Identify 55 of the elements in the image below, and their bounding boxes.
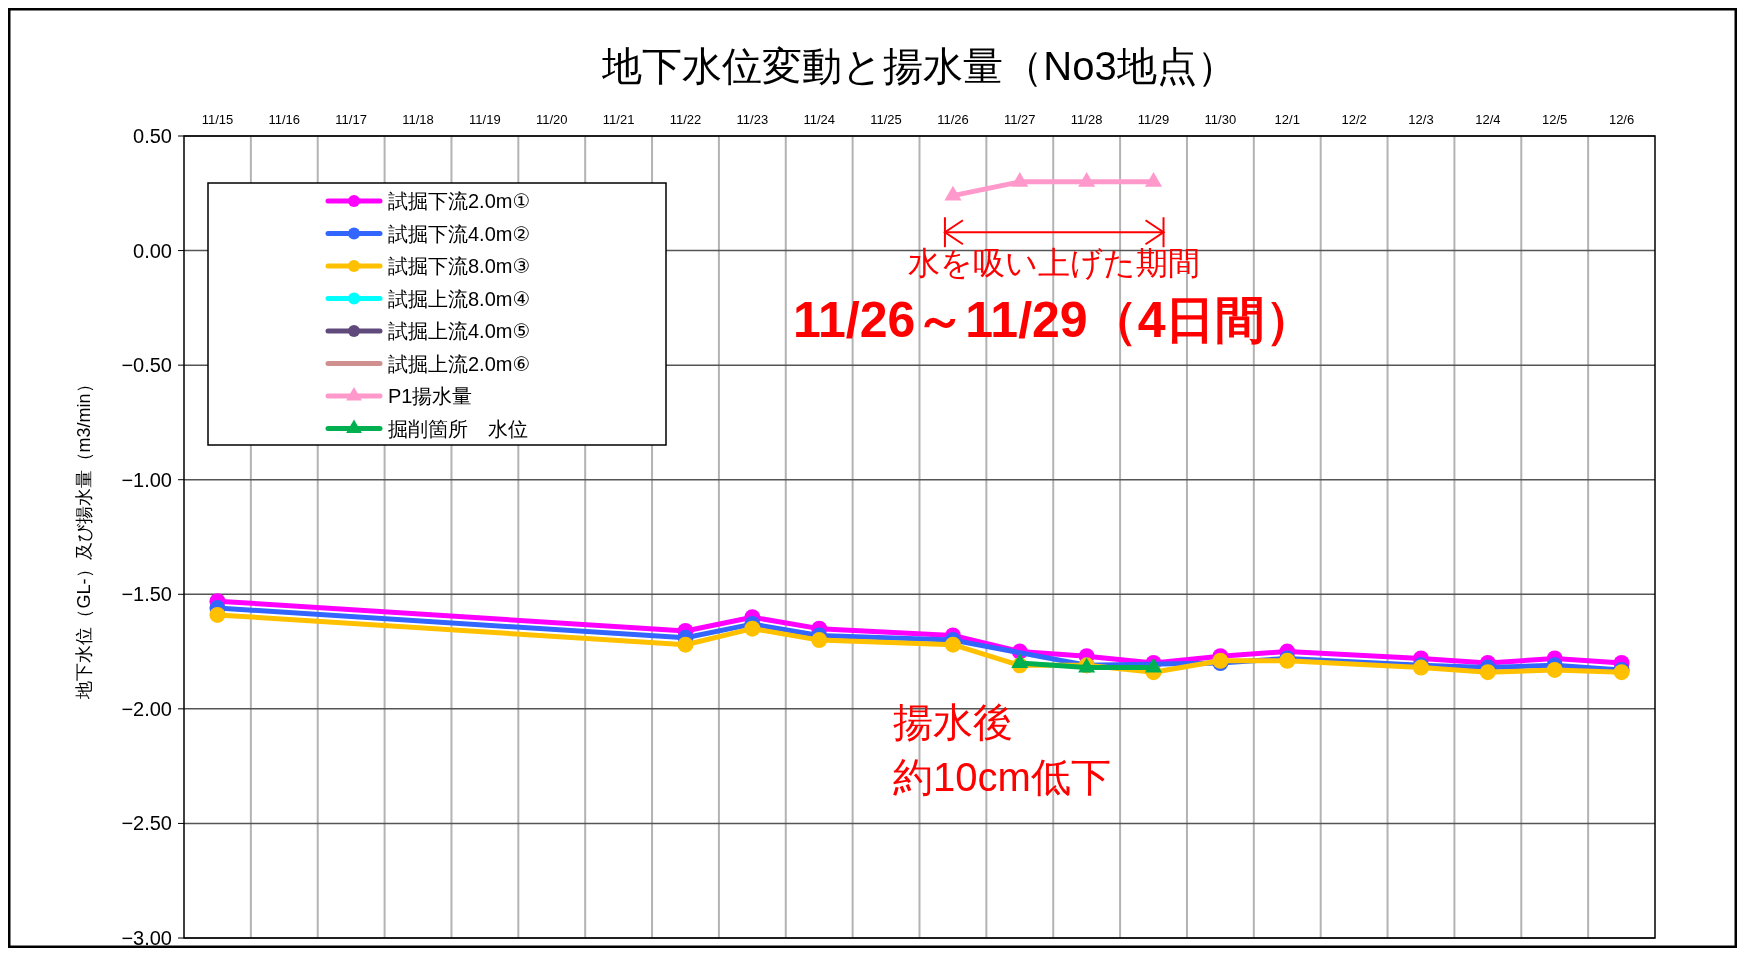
point: [1011, 171, 1029, 187]
y-axis-title: 地下水位（GL-）及び揚水量（m3/min）: [74, 375, 94, 700]
point: [1078, 171, 1096, 187]
point: [1144, 171, 1163, 187]
legend-label: 掘削箇所 水位: [388, 417, 528, 440]
x-tick-label: 11/27: [1004, 112, 1036, 127]
x-tick-label: 11/23: [736, 112, 769, 127]
point: [744, 620, 761, 637]
x-tick-label: 12/6: [1608, 112, 1635, 127]
annotation: 水を吸い上げた期間: [908, 245, 1201, 282]
x-tick-label: 11/30: [1204, 112, 1237, 127]
x-tick-label: 12/2: [1341, 112, 1367, 127]
annotation: 11/26～11/29（4日間）: [792, 292, 1316, 349]
y-tick-label: −0.50: [121, 354, 172, 377]
x-tick-label: 11/26: [937, 112, 969, 127]
point: [944, 185, 962, 201]
y-tick-label: −1.50: [121, 583, 172, 606]
x-tick-label: 11/25: [870, 112, 902, 127]
annotation: 揚水後: [893, 700, 1013, 745]
x-tick-label: 11/21: [602, 112, 635, 127]
x-tick-label: 11/28: [1070, 112, 1103, 127]
legend-label: 試掘下流2.0m①: [388, 190, 531, 212]
point: [811, 632, 828, 649]
x-tick-label: 11/20: [535, 112, 568, 127]
y-tick-label: −2.00: [121, 697, 172, 720]
x-tick-label: 11/24: [803, 112, 835, 127]
y-tick-label: −3.00: [121, 927, 172, 949]
x-tick-label: 11/17: [335, 112, 367, 127]
x-tick-label: 11/18: [402, 112, 434, 127]
x-tick-label: 11/16: [268, 112, 301, 127]
y-tick-label: 0.00: [133, 239, 172, 262]
x-tick-label: 12/4: [1475, 112, 1501, 127]
legend-label: P1揚水量: [388, 385, 473, 407]
legend-label: 試掘上流2.0m⑥: [388, 352, 531, 375]
legend-label: 試掘下流8.0m③: [388, 255, 531, 277]
point: [209, 606, 226, 623]
y-tick-label: 0.50: [133, 125, 172, 147]
y-tick-label: −1.00: [121, 468, 172, 491]
x-tick-label: 11/15: [201, 112, 234, 127]
x-tick-label: 11/29: [1137, 112, 1170, 127]
y-tick-label: −2.50: [121, 812, 172, 835]
point: [677, 636, 694, 653]
x-tick-label: 12/1: [1274, 112, 1300, 127]
annotation: 約10cm低下: [893, 755, 1111, 800]
legend-label: 試掘下流4.0m②: [388, 222, 531, 245]
x-tick-label: 11/22: [669, 112, 702, 127]
point: [944, 636, 961, 653]
point: [1546, 661, 1563, 678]
chart-title: 地下水位変動と揚水量（No3地点）: [601, 44, 1237, 88]
x-tick-label: 12/5: [1542, 112, 1568, 127]
point: [1479, 664, 1496, 681]
legend-label: 試掘上流8.0m④: [388, 287, 531, 310]
x-tick-label: 11/19: [469, 112, 501, 127]
x-tick-label: 12/3: [1408, 112, 1434, 127]
legend-label: 試掘上流4.0m⑤: [388, 320, 531, 342]
